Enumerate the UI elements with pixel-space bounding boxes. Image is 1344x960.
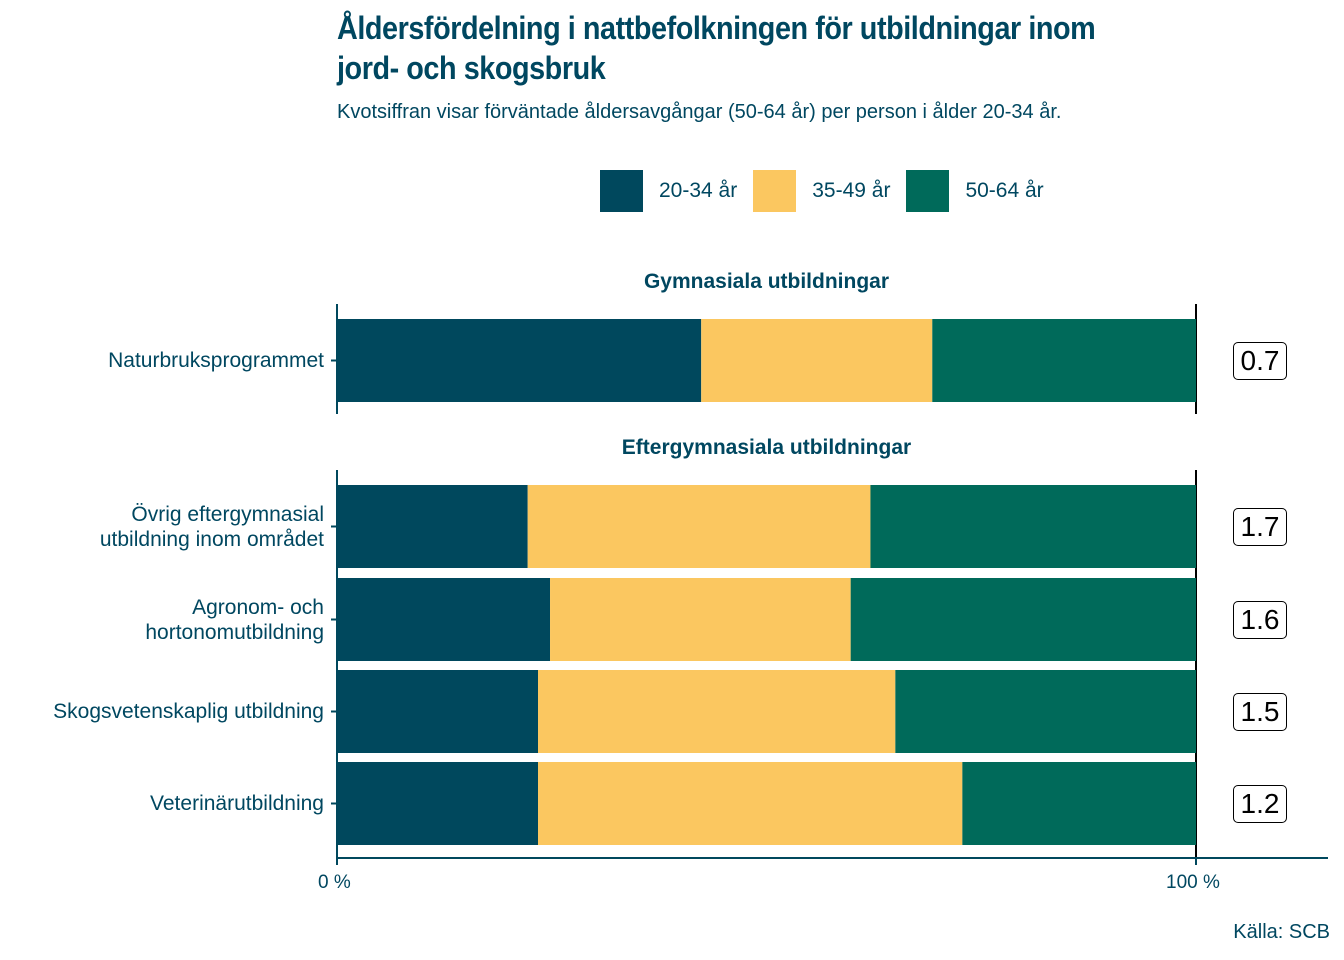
- legend-swatch-20-34: [600, 170, 643, 212]
- bar-segment-20-34: [337, 578, 551, 661]
- legend-label-20-34: 20-34 år: [659, 179, 738, 202]
- bar-segment-50-64: [962, 762, 1196, 845]
- y-axis-label: Skogsvetenskaplig utbildning: [53, 700, 324, 723]
- bar-segment-20-34: [337, 670, 539, 753]
- bar-segment-20-34: [337, 485, 528, 568]
- y-axis-label: Övrig eftergymnasial utbildning inom omr…: [99, 502, 324, 551]
- legend-label-50-64: 50-64 år: [965, 179, 1044, 202]
- bar-segment-35-49: [701, 319, 933, 402]
- legend-item-20-34: 20-34 år: [600, 170, 737, 212]
- legend-swatch-35-49: [753, 170, 797, 212]
- y-axis-label: Naturbruksprogrammet: [108, 349, 324, 372]
- facet-title-gymnasiala: Gymnasiala utbildningar: [643, 270, 890, 293]
- bar-segment-50-64: [850, 578, 1196, 661]
- y-axis-label: Veterinärutbildning: [150, 792, 324, 815]
- bar-segment-35-49: [527, 485, 871, 568]
- ratio-label: 1.7: [1233, 507, 1287, 546]
- chart-subtitle: Kvotsiffran visar förväntade åldersavgån…: [337, 101, 1062, 123]
- bar-segment-50-64: [895, 670, 1196, 753]
- bar-segment-50-64: [870, 485, 1196, 568]
- ratio-label: 1.5: [1233, 692, 1287, 731]
- legend: 20-34 år 35-49 år 50-64 år: [600, 170, 1060, 212]
- bar-segment-20-34: [337, 762, 539, 845]
- chart-title-line-1: Åldersfördelning i nattbefolkningen för …: [337, 10, 1096, 46]
- bar-segment-20-34: [337, 319, 702, 402]
- bar-segment-35-49: [538, 762, 963, 845]
- legend-item-35-49: 35-49 år: [753, 170, 890, 212]
- bar-segment-35-49: [538, 670, 896, 753]
- x-tick-label-100: 100 %: [1166, 872, 1220, 893]
- source-caption: Källa: SCB: [1233, 921, 1330, 943]
- ratio-label: 0.7: [1233, 341, 1287, 380]
- legend-item-50-64: 50-64 år: [906, 170, 1044, 212]
- chart-title: Åldersfördelning i nattbefolkningen för …: [337, 8, 1147, 88]
- ratio-label: 1.6: [1233, 600, 1287, 639]
- chart-title-line-2: jord- och skogsbruk: [337, 50, 606, 86]
- bar-segment-50-64: [932, 319, 1196, 402]
- bar-segment-35-49: [550, 578, 851, 661]
- y-axis-label: Agronom- och hortonomutbildning: [145, 595, 324, 644]
- legend-swatch-50-64: [906, 170, 950, 212]
- facet-title-eftergymnasiala: Eftergymnasiala utbildningar: [621, 436, 912, 459]
- ratio-label: 1.2: [1233, 784, 1287, 823]
- x-tick-label-0: 0 %: [318, 872, 351, 893]
- legend-label-35-49: 35-49 år: [812, 179, 891, 202]
